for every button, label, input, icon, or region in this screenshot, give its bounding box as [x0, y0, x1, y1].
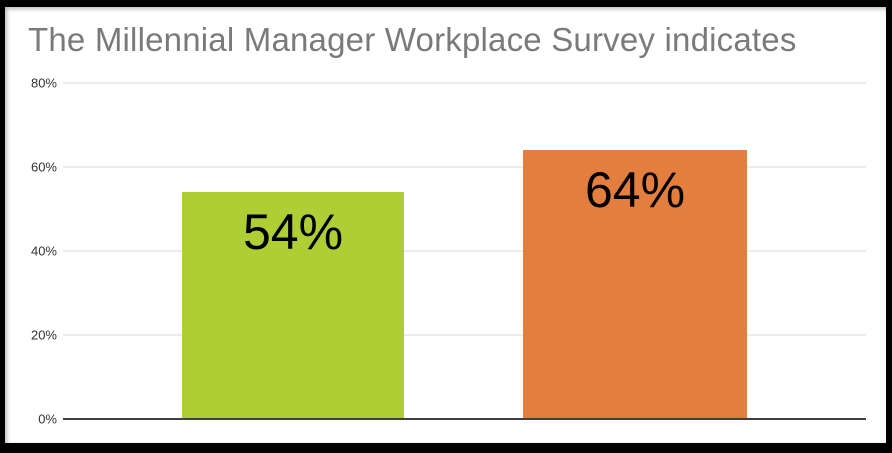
gridline [63, 82, 866, 84]
bar-green: 54% [182, 192, 404, 419]
chart-area: The Millennial Manager Workplace Survey … [5, 7, 886, 443]
y-axis: 0% 20% 40% 60% 80% [5, 76, 57, 427]
gridline [63, 250, 866, 252]
plot-area: 54% 64% [63, 82, 866, 420]
gridline [63, 334, 866, 336]
bar-orange: 64% [523, 150, 747, 419]
y-tick-label: 80% [30, 75, 57, 91]
x-axis-line [63, 418, 866, 420]
bar-value-label: 54% [242, 204, 344, 261]
y-tick-label: 60% [30, 159, 57, 175]
chart-title: The Millennial Manager Workplace Survey … [28, 21, 797, 58]
gridline [63, 166, 866, 168]
y-tick-label: 20% [30, 327, 57, 343]
y-tick-label: 40% [30, 243, 57, 259]
bar-value-label: 64% [584, 162, 686, 219]
y-tick-label: 0% [38, 411, 57, 427]
